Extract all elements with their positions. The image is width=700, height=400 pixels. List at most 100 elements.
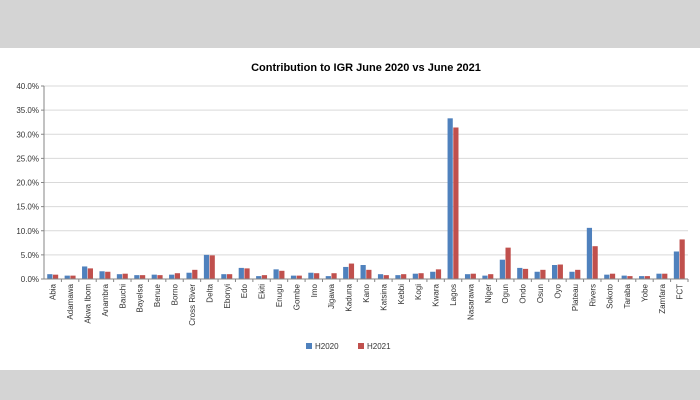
x-tick-label: Edo [240, 283, 249, 298]
bar-h2020-plateau [569, 271, 575, 279]
bar-h2021-yobe [644, 276, 650, 279]
bar-h2020-osun [534, 271, 540, 279]
x-tick-label: Yobe [640, 283, 649, 302]
x-tick-label: Akwa Ibom [84, 284, 93, 324]
bar-h2020-nasarawa [464, 274, 471, 279]
x-tick-label: Oyo [553, 283, 562, 298]
bars [47, 118, 685, 280]
bar-h2021-abia [52, 274, 59, 279]
x-tick-label: Jigawa [327, 283, 336, 308]
bar-h2021-bayelsa [139, 275, 146, 279]
legend-label-h2021: H2021 [367, 342, 391, 351]
bar-h2021-edo [244, 268, 250, 279]
bar-h2021-kebbi [401, 274, 407, 279]
bar-h2020-taraba [621, 275, 627, 279]
axes: 0.0% 5.0% 10.0% 15.0% 20.0% 25.0% 30.0% 35.0% 40… [16, 82, 689, 326]
bar-h2020-delta [203, 254, 210, 279]
x-tick-label: Borno [171, 283, 180, 305]
bar-h2020-akwa-ibom [82, 266, 88, 279]
bar-h2021-enugu [279, 270, 285, 279]
gridlines [44, 85, 688, 280]
bar-h2020-enugu [273, 269, 279, 279]
bar-h2020-jigawa [325, 276, 331, 279]
x-tick-label: Taraba [623, 283, 632, 308]
x-tick-label: Bayelsa [136, 283, 145, 312]
legend-swatch-h2020 [306, 343, 312, 349]
bar-h2021-taraba [627, 276, 633, 279]
bar-h2021-kogi [418, 273, 424, 279]
bar-h2020-kaduna [343, 266, 349, 279]
bar-h2021-bauchi [122, 273, 128, 279]
legend-label-h2020: H2020 [315, 342, 339, 351]
bar-h2020-fct [673, 251, 680, 279]
bar-h2020-niger [482, 275, 488, 279]
bar-h2021-katsina [383, 275, 389, 279]
legend-swatch-h2021 [358, 343, 364, 349]
x-tick-label: Benue [153, 283, 162, 307]
bar-h2021-benue [157, 275, 163, 279]
bar-h2020-kebbi [395, 275, 401, 279]
x-tick-label: Plateau [571, 284, 580, 311]
x-tick-label: Cross River [188, 284, 197, 326]
x-tick-label: Ebonyi [223, 284, 232, 309]
bar-h2020-kwara [430, 271, 436, 279]
x-tick-label: Nasarawa [466, 283, 475, 320]
bar-h2021-kano [366, 269, 372, 279]
x-tick-label: Kaduna [345, 283, 354, 311]
bar-h2021-kaduna [348, 263, 355, 279]
bar-h2021-ebonyi [227, 274, 233, 279]
bar-h2020-zamfara [656, 273, 662, 279]
bar-h2021-adamawa [70, 275, 76, 279]
x-tick-label: Anambra [101, 283, 110, 316]
bar-h2020-abia [47, 274, 53, 279]
y-tick-label: 0.0% [21, 275, 39, 284]
bar-h2021-delta [209, 255, 215, 279]
bar-h2020-benue [151, 274, 157, 279]
bar-h2021-anambra [105, 271, 111, 279]
bar-h2020-ebonyi [221, 274, 227, 279]
x-tick-label: Ogun [501, 284, 510, 304]
y-tick-label: 20.0% [16, 179, 39, 188]
bar-h2020-ekiti [256, 276, 262, 279]
x-tick-label: Kebbi [397, 284, 406, 305]
bar-h2020-kogi [412, 273, 418, 279]
x-tick-label: Sokoto [606, 283, 615, 308]
x-tick-label: Kwara [432, 283, 441, 306]
y-tick-label: 15.0% [16, 203, 39, 212]
bar-h2021-lagos [453, 127, 459, 280]
bar-h2021-jigawa [331, 273, 337, 279]
x-tick-label: Ondo [519, 283, 528, 303]
bar-h2021-imo [314, 273, 320, 279]
chart-title: Contribution to IGR June 2020 vs June 20… [251, 62, 481, 74]
x-tick-label: Abia [49, 283, 58, 300]
bar-h2021-cross-river [192, 269, 198, 279]
bar-h2021-niger [488, 274, 494, 279]
bar-h2020-ondo [517, 267, 523, 279]
x-tick-label: Delta [205, 283, 214, 302]
bar-h2020-rivers [586, 227, 593, 279]
x-tick-label: Kano [362, 283, 371, 302]
bar-h2021-ekiti [261, 275, 268, 279]
bar-h2021-zamfara [662, 273, 668, 279]
bar-h2020-oyo [551, 265, 558, 279]
bar-h2021-oyo [557, 264, 563, 279]
bar-h2020-gombe [290, 275, 297, 279]
bar-h2021-nasarawa [470, 273, 476, 279]
legend: H2020 H2021 [306, 342, 391, 351]
x-tick-label: Rivers [588, 284, 597, 307]
y-tick-label: 40.0% [16, 82, 39, 91]
x-tick-label: Imo [310, 283, 319, 297]
bar-h2020-cross-river [186, 272, 192, 279]
x-tick-label: Niger [484, 284, 493, 303]
x-tick-label: Adamawa [66, 283, 75, 319]
igr-bar-chart: 0.0% 5.0% 10.0% 15.0% 20.0% 25.0% 30.0% 35.0% 40… [16, 62, 689, 351]
bar-h2020-adamawa [64, 275, 70, 279]
bar-h2020-bayelsa [134, 275, 140, 279]
x-tick-label: Kogi [414, 284, 423, 300]
bar-h2021-ondo [522, 268, 529, 279]
bar-h2020-kano [360, 265, 366, 279]
x-tick-label: Gombe [292, 283, 301, 310]
bar-h2020-katsina [377, 274, 384, 279]
bar-h2021-akwa-ibom [87, 268, 93, 279]
